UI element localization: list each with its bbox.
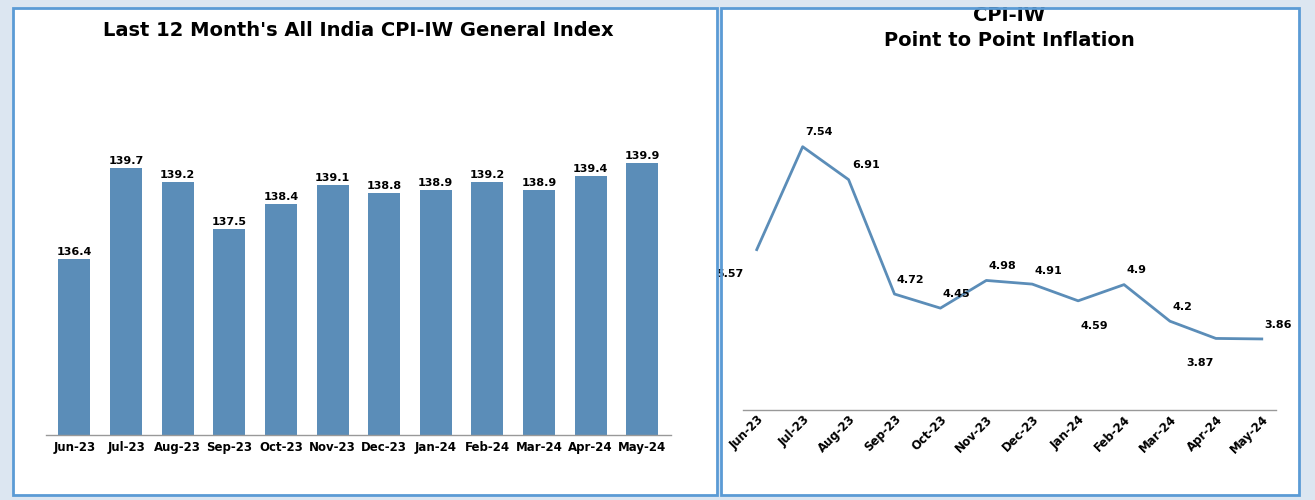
Text: 139.2: 139.2 — [160, 170, 196, 180]
Title: CPI-IW
Point to Point Inflation: CPI-IW Point to Point Inflation — [884, 6, 1135, 50]
Text: 4.98: 4.98 — [989, 261, 1016, 271]
Text: 3.86: 3.86 — [1264, 320, 1291, 330]
Bar — [575, 176, 606, 500]
Text: 139.2: 139.2 — [469, 170, 505, 180]
Bar — [368, 193, 400, 500]
Text: 7.54: 7.54 — [805, 128, 832, 138]
Text: 137.5: 137.5 — [212, 216, 247, 226]
Title: Last 12 Month's All India CPI-IW General Index: Last 12 Month's All India CPI-IW General… — [103, 21, 614, 40]
Bar — [264, 204, 297, 500]
Text: 4.59: 4.59 — [1081, 320, 1109, 330]
Bar — [317, 184, 348, 500]
Text: 4.9: 4.9 — [1127, 265, 1147, 275]
Text: 6.91: 6.91 — [852, 160, 880, 170]
Bar — [419, 190, 452, 500]
Bar — [471, 182, 504, 500]
Bar — [523, 190, 555, 500]
Bar — [626, 162, 659, 500]
Text: 4.91: 4.91 — [1035, 266, 1063, 276]
Text: 139.7: 139.7 — [108, 156, 143, 166]
Text: 139.9: 139.9 — [625, 150, 660, 160]
Text: 136.4: 136.4 — [57, 247, 92, 257]
Text: 138.8: 138.8 — [367, 181, 401, 191]
Text: 138.9: 138.9 — [521, 178, 556, 188]
Text: 3.87: 3.87 — [1186, 358, 1214, 368]
Text: 4.2: 4.2 — [1172, 302, 1193, 312]
Bar — [213, 228, 246, 500]
Bar — [58, 259, 91, 500]
Bar — [162, 182, 193, 500]
Text: 5.57: 5.57 — [715, 270, 743, 280]
Text: 4.45: 4.45 — [943, 288, 970, 298]
Text: 139.4: 139.4 — [573, 164, 609, 174]
Text: 4.72: 4.72 — [897, 274, 924, 284]
Text: 138.9: 138.9 — [418, 178, 454, 188]
Text: 138.4: 138.4 — [263, 192, 299, 202]
Bar — [110, 168, 142, 500]
Text: 139.1: 139.1 — [314, 172, 350, 182]
